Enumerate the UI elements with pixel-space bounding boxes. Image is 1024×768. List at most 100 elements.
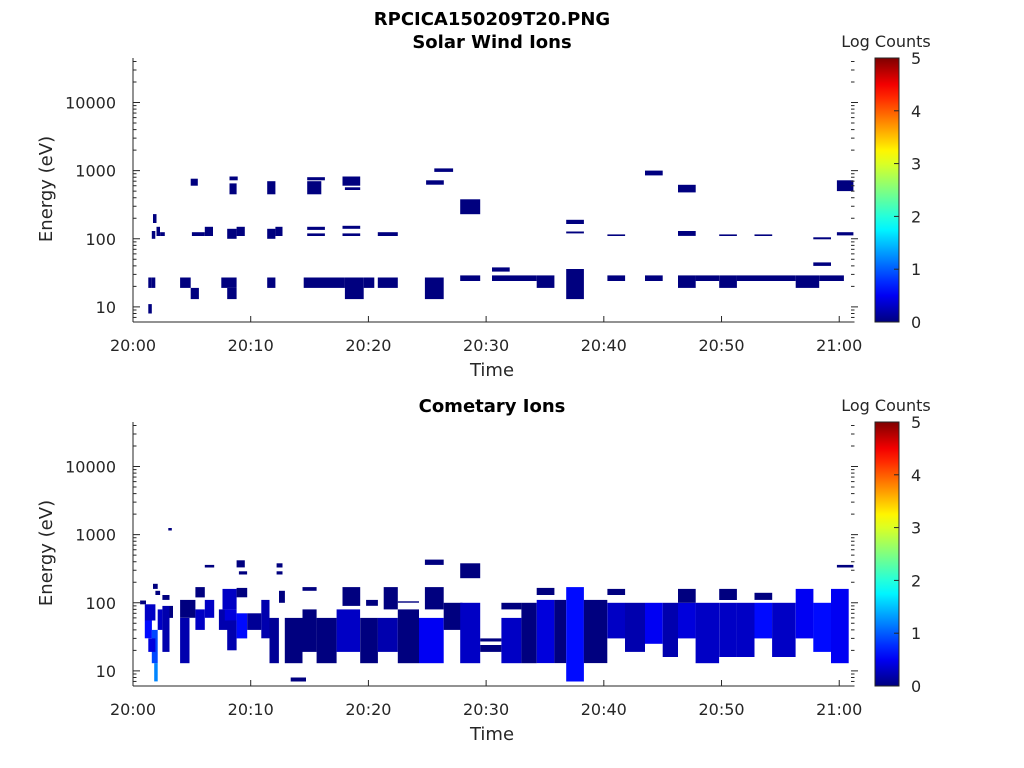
heatmap-cell xyxy=(303,277,345,288)
colorbar-label-cometary: Log Counts xyxy=(841,396,931,415)
heatmap-cell xyxy=(342,176,361,186)
heatmap-cell xyxy=(695,602,720,664)
heatmap-cell xyxy=(344,187,361,190)
x-tick-label: 20:10 xyxy=(228,700,274,719)
heatmap-cell xyxy=(227,228,237,239)
heatmap-cell xyxy=(190,178,198,186)
x-axis-label-cometary: Time xyxy=(469,724,514,745)
heatmap-cell xyxy=(719,588,737,600)
heatmap-cell xyxy=(222,588,237,610)
y-tick-label: 1000 xyxy=(75,162,116,181)
heatmap-cell xyxy=(342,225,361,229)
heatmap-cell xyxy=(160,232,165,236)
colorbar-tick-label: 2 xyxy=(911,571,921,590)
heatmap-cell xyxy=(302,609,317,652)
heatmap-cell xyxy=(377,617,398,652)
plot-area-cometary: 20:00 20:10 20:20 20:30 20:40 20:50 21:00 10 100… xyxy=(65,422,862,719)
heatmap-cell xyxy=(836,232,854,236)
heatmap-cell xyxy=(772,602,796,657)
heatmap-cell xyxy=(261,599,270,639)
heatmap-cell xyxy=(607,588,626,595)
heatmap-cell xyxy=(342,587,361,606)
colorbar-label-solar-wind: Log Counts xyxy=(841,32,931,51)
heatmap-cell xyxy=(377,232,398,236)
colorbar-tick-label: 4 xyxy=(911,102,921,121)
colorbar-gradient xyxy=(874,421,900,687)
heatmap-cell xyxy=(625,602,645,652)
colorbar-tick-label: 1 xyxy=(911,624,921,643)
y-axis-label-solar-wind: Energy (eV) xyxy=(36,136,57,242)
x-axis-label-solar-wind: Time xyxy=(469,360,514,381)
heatmap-cell xyxy=(645,275,663,281)
heatmap-cell xyxy=(795,588,814,639)
heatmap-cell xyxy=(227,287,237,300)
heatmap-cell xyxy=(276,571,283,575)
heatmap-cell xyxy=(236,226,245,236)
colorbar-tick-label: 5 xyxy=(911,413,921,432)
heatmap-cell xyxy=(426,180,444,185)
heatmap-cell xyxy=(191,232,205,236)
x-tick-label: 21:00 xyxy=(816,336,862,355)
heatmap-cell xyxy=(719,234,737,236)
heatmap-cell xyxy=(536,587,555,595)
x-tick-label: 20:20 xyxy=(345,336,391,355)
heatmap-cell xyxy=(180,617,190,664)
heatmap-cell xyxy=(434,168,454,172)
heatmap-cell xyxy=(678,588,696,603)
heatmap-cell xyxy=(238,571,248,575)
heatmap-cell xyxy=(397,609,419,664)
heatmap-cell xyxy=(229,183,237,195)
heatmap-cell xyxy=(366,599,378,606)
heatmap-cell xyxy=(224,609,237,621)
x-tick-label: 20:40 xyxy=(581,336,627,355)
heatmap-cell xyxy=(795,275,820,288)
panel-title-cometary: Cometary Ions xyxy=(419,396,566,417)
colorbar-cometary: 0 1 2 3 4 5 xyxy=(874,413,921,696)
heatmap-cell xyxy=(157,609,163,630)
y-tick-label: 100 xyxy=(85,230,116,249)
heatmap-cell xyxy=(645,170,663,176)
panel-cometary: Cometary Ions 20:00 20:10 20:20 20:30 20:40 2… xyxy=(36,396,931,745)
colorbar-tick-label: 3 xyxy=(911,155,921,174)
x-tick-label: 20:30 xyxy=(463,336,509,355)
x-tick-label: 21:00 xyxy=(816,700,862,719)
heatmap-cell xyxy=(279,590,285,603)
heatmap-cell xyxy=(204,599,215,618)
heatmap-cell xyxy=(754,592,773,600)
heatmap-cell xyxy=(719,275,737,288)
heatmap-cell xyxy=(344,277,364,300)
panel-title-solar-wind: Solar Wind Ions xyxy=(412,32,571,53)
heatmap-cell xyxy=(460,275,481,281)
heatmap-cell xyxy=(695,275,720,281)
heatmap-cell xyxy=(307,233,325,236)
heatmap-cell xyxy=(148,304,152,314)
heatmap-cell xyxy=(678,231,696,236)
heatmap-cell xyxy=(307,226,325,230)
heatmap-cell xyxy=(168,528,172,531)
heatmap-cell xyxy=(424,587,444,610)
y-tick-label: 10 xyxy=(96,662,116,681)
heatmap-cell xyxy=(645,602,663,644)
colorbar-gradient xyxy=(874,57,900,323)
heatmap-cell xyxy=(151,231,156,239)
colorbar-tick-label: 3 xyxy=(911,519,921,538)
heatmap-cell xyxy=(148,638,156,652)
heatmap-cell xyxy=(460,563,481,579)
heatmap-cell xyxy=(360,617,378,664)
heatmap-cell xyxy=(162,595,170,600)
heatmap-cell xyxy=(363,277,375,288)
x-tick-label: 20:20 xyxy=(345,700,391,719)
heatmap-cell xyxy=(267,181,276,195)
heatmap-cell xyxy=(607,602,626,639)
heatmap-cell xyxy=(419,617,444,664)
heatmap-cell xyxy=(336,609,361,652)
heatmap-cell xyxy=(460,199,481,215)
heatmap-cell xyxy=(554,599,567,664)
heatmap-cell xyxy=(678,184,696,193)
y-axis-label-cometary: Energy (eV) xyxy=(36,500,57,606)
heatmap-cell xyxy=(607,275,626,281)
heatmap-cell xyxy=(424,277,444,300)
heatmap-cell xyxy=(204,564,215,568)
x-tick-label: 20:50 xyxy=(698,336,744,355)
heatmap-cell xyxy=(195,587,205,598)
